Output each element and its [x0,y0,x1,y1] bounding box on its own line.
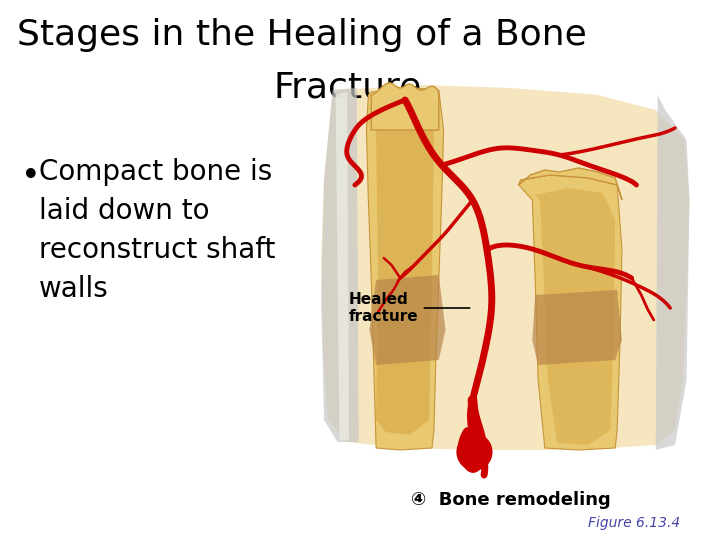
Polygon shape [519,175,622,450]
Polygon shape [369,275,446,365]
Text: Healed
fracture: Healed fracture [349,292,469,324]
Polygon shape [535,188,615,445]
Text: ④  Bone remodeling: ④ Bone remodeling [411,491,611,509]
Polygon shape [321,88,359,442]
Polygon shape [372,83,438,130]
Text: Fracture: Fracture [273,70,421,104]
Polygon shape [656,95,690,450]
Polygon shape [532,290,622,365]
Text: Figure 6.13.4: Figure 6.13.4 [588,516,680,530]
Polygon shape [321,85,690,450]
Polygon shape [376,100,434,435]
Text: Compact bone is
laid down to
reconstruct shaft
walls: Compact bone is laid down to reconstruct… [39,158,275,303]
Polygon shape [519,168,622,200]
Circle shape [457,434,492,470]
Polygon shape [336,92,349,440]
Text: •: • [21,160,41,193]
Polygon shape [366,88,444,450]
Text: Stages in the Healing of a Bone: Stages in the Healing of a Bone [17,18,587,52]
